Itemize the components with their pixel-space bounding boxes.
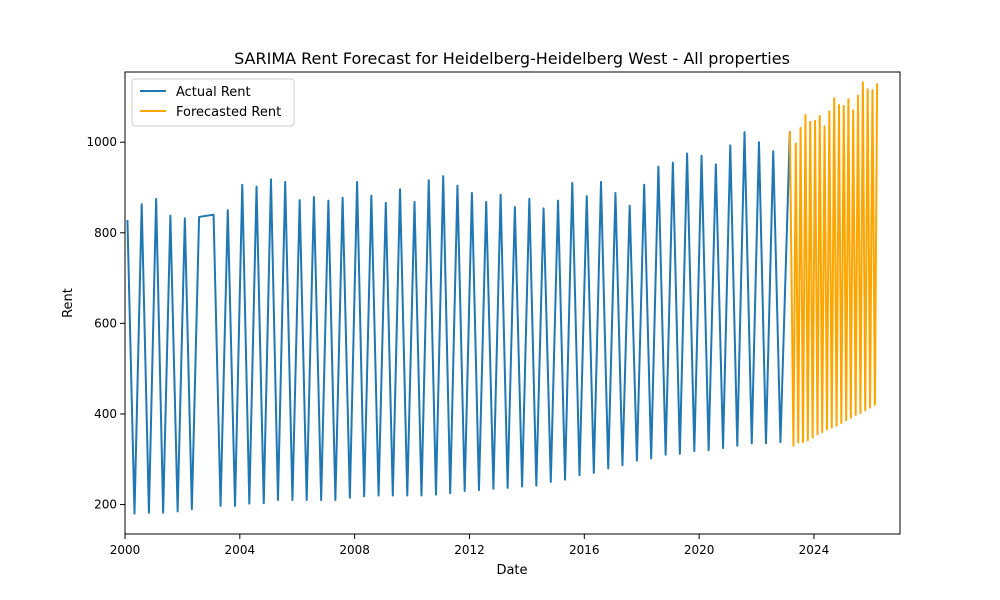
x-tick-label: 2024 — [799, 543, 830, 557]
x-tick-label: 2012 — [454, 543, 485, 557]
y-axis-ticks: 200 400 600 800 1000 — [86, 135, 125, 512]
series-layer — [126, 81, 879, 515]
legend-box — [131, 78, 295, 127]
x-tick-label: 2016 — [569, 543, 600, 557]
y-tick-label: 1000 — [86, 135, 117, 149]
legend: Actual Rent Forecasted Rent — [131, 78, 295, 127]
y-tick-label: 600 — [94, 316, 117, 330]
plot-frame — [124, 71, 901, 535]
y-axis-label: Rent — [61, 288, 76, 318]
y-tick-label: 200 — [94, 498, 117, 512]
x-tick-label: 2020 — [684, 543, 715, 557]
x-tick-label: 2004 — [225, 543, 256, 557]
series-line-forecasted-rent — [788, 81, 879, 447]
x-tick-label: 2008 — [339, 543, 370, 557]
y-tick-label: 400 — [94, 407, 117, 421]
legend-label-actual: Actual Rent — [176, 85, 251, 100]
chart-title: SARIMA Rent Forecast for Heidelberg-Heid… — [234, 49, 790, 68]
x-axis-ticks: 2000 2004 2008 2012 2016 2020 2024 — [110, 534, 830, 557]
y-tick-label: 800 — [94, 226, 117, 240]
legend-label-forecast: Forecasted Rent — [176, 105, 281, 120]
x-axis-label: Date — [496, 563, 527, 578]
x-tick-label: 2000 — [110, 543, 141, 557]
series-line-actual-rent — [126, 131, 791, 515]
